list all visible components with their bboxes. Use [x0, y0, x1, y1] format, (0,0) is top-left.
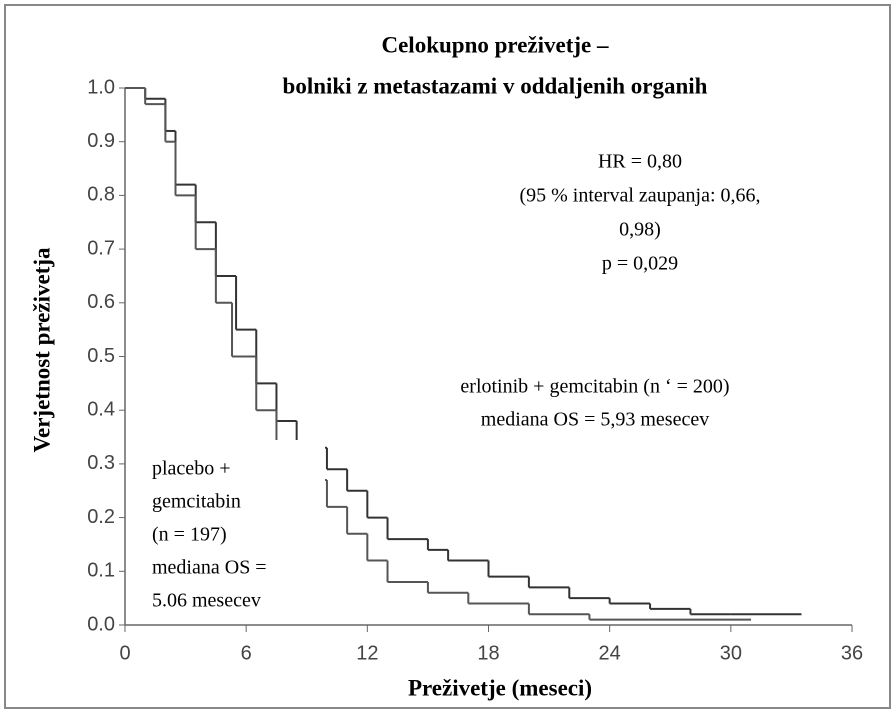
y-tick-label: 0.7 — [87, 237, 115, 259]
y-tick-label: 0.1 — [87, 560, 115, 582]
y-axis-label: Verjetnost preživetja — [29, 247, 54, 453]
x-tick-label: 12 — [356, 642, 378, 664]
y-tick-label: 0.9 — [87, 130, 115, 152]
label-box — [128, 440, 325, 618]
annotation: gemcitabin — [152, 491, 241, 513]
y-tick-label: 0.4 — [87, 398, 115, 420]
y-tick-label: 0.5 — [87, 345, 115, 367]
y-tick-label: 0.6 — [87, 291, 115, 313]
x-axis-label: Preživetje (meseci) — [408, 675, 592, 700]
annotation: mediana OS = — [152, 557, 267, 579]
annotation: mediana OS = 5,93 mesecev — [481, 409, 709, 431]
x-tick-label: 24 — [599, 642, 621, 664]
y-tick-label: 0.0 — [87, 613, 115, 635]
x-tick-label: 0 — [119, 642, 130, 664]
x-tick-label: 18 — [477, 642, 499, 664]
y-tick-label: 0.3 — [87, 452, 115, 474]
y-tick-label: 0.2 — [87, 506, 115, 528]
annotation: placebo + — [152, 458, 230, 480]
annotation: 5.06 mesecev — [152, 590, 261, 612]
chart-title: bolniki z metastazami v oddaljenih organ… — [283, 73, 708, 98]
annotation: (95 % interval zaupanja: 0,66, — [519, 185, 760, 207]
chart-title: Celokupno preživetje – — [381, 32, 609, 57]
annotation: 0,98) — [619, 219, 661, 241]
y-tick-label: 1.0 — [87, 76, 115, 98]
annotation: HR = 0,80 — [598, 151, 682, 173]
annotation: erlotinib + gemcitabin (n ‘ = 200) — [460, 376, 729, 398]
annotation: p = 0,029 — [602, 253, 678, 275]
x-tick-label: 36 — [841, 642, 863, 664]
y-tick-label: 0.8 — [87, 184, 115, 206]
annotation: (n = 197) — [152, 524, 227, 546]
x-tick-label: 30 — [720, 642, 742, 664]
x-tick-label: 6 — [241, 642, 252, 664]
